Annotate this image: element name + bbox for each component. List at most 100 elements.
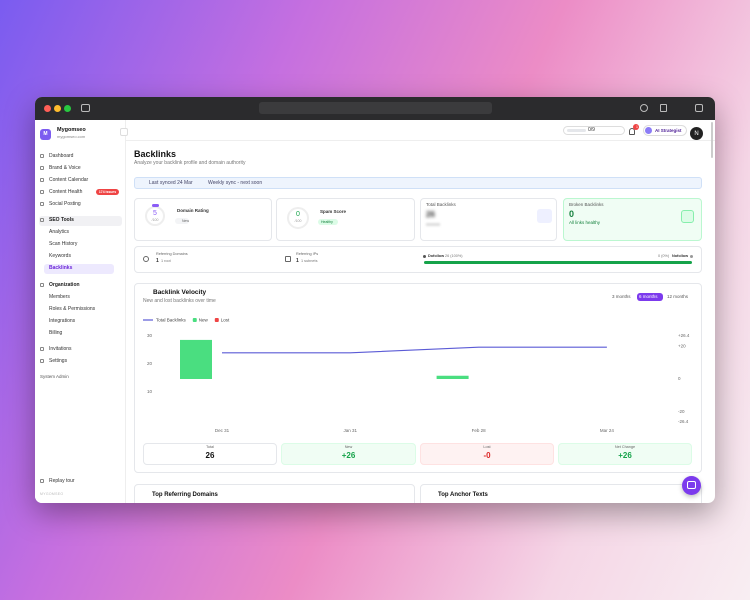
stat-scale: /100 (294, 219, 302, 223)
y-tick-label: 20 (147, 361, 153, 366)
nav-item[interactable]: Content Calendar (49, 177, 89, 183)
minimize-button[interactable] (54, 105, 61, 112)
broken-backlinks-card (563, 198, 702, 241)
link-label: Referring Domains (156, 252, 188, 256)
nav-item[interactable]: Integrations (49, 318, 76, 324)
nav-item[interactable]: Settings (49, 358, 68, 364)
bar (436, 375, 469, 379)
legend-dot (423, 255, 426, 258)
nav-item[interactable]: Dashboard (49, 153, 74, 159)
badge-bg (318, 219, 338, 225)
sync-schedule: Weekly sync - next soon (208, 180, 263, 186)
legend-label: New (199, 318, 209, 323)
chat-icon (687, 481, 696, 489)
legend-swatch (214, 318, 219, 322)
dofollow-label: Dofollow (428, 253, 445, 258)
nav-item[interactable]: Invitations (49, 346, 72, 352)
sidebar-footer: MYGOMSEO (40, 492, 64, 496)
replay-tour[interactable]: Replay tour (49, 478, 75, 484)
user-avatar[interactable] (690, 127, 703, 140)
summary-box (281, 443, 416, 465)
stat-label: Total Backlinks (426, 202, 456, 207)
nav-item[interactable]: Content Health (49, 189, 83, 195)
share-button[interactable] (660, 104, 667, 112)
x-tick-label: Mar 24 (600, 428, 615, 433)
progress-track (567, 129, 586, 132)
stat-value: 0 (296, 211, 300, 218)
maximize-button[interactable] (64, 105, 71, 112)
nav-item[interactable]: Roles & Permissions (49, 306, 96, 312)
nav-item[interactable]: Brand & Voice (49, 165, 81, 171)
topbar-divider (126, 140, 715, 141)
nav-item[interactable]: Analytics (49, 229, 70, 235)
stat-scale: /100 (151, 218, 159, 222)
total-backlinks-card (420, 198, 557, 241)
download-button[interactable] (640, 104, 648, 112)
brand-initial: M (43, 131, 48, 137)
issues-badge-text: 174 issues (98, 189, 117, 194)
chat-button[interactable] (682, 476, 701, 495)
nav-icon (40, 479, 44, 483)
line-series (222, 346, 607, 354)
stat-badge: Healthy (321, 219, 333, 224)
notification-badge (633, 124, 639, 130)
period-button[interactable]: 3 months (612, 294, 631, 299)
dofollow-value: 26 (100%) (445, 253, 463, 258)
y2-tick-label: -20 (678, 409, 685, 414)
chart-title: Backlink Velocity (153, 289, 207, 296)
link-profile-card (134, 246, 702, 273)
page-title: Backlinks (134, 149, 177, 159)
nav-item[interactable]: Backlinks (49, 265, 73, 271)
velocity-chart: 10 20 30 +26.4 +20 0 -20 -26.4 Dec 31 Jan 31 Feb 2… (143, 318, 690, 433)
section-header-bg (39, 216, 122, 226)
ai-strategist-button[interactable] (643, 125, 687, 136)
nav-icon (40, 154, 44, 158)
nav-icon (40, 178, 44, 182)
link-label: Referring IPs (296, 252, 319, 256)
notification-count: 1 (636, 124, 638, 129)
legend-label: Lost (221, 318, 230, 323)
scrollbar (711, 122, 713, 158)
link-value: 1 (296, 258, 299, 264)
nav-icon (40, 190, 44, 194)
nav-item[interactable]: Scan History (49, 241, 78, 247)
browser-window: 10 20 30 +26.4 +20 0 -20 -26.4 Dec 31 Jan 31 Feb 2… (35, 97, 715, 503)
stat-label: Broken Backlinks (569, 202, 604, 207)
summary-value: 26 (205, 451, 215, 460)
close-button[interactable] (44, 105, 51, 112)
stat-badge: New (182, 218, 190, 223)
nav-icon (40, 202, 44, 206)
card-title: Top Referring Domains (152, 492, 218, 498)
legend-swatch (192, 318, 197, 322)
stat-label: Spam Score (320, 209, 347, 214)
collapse-button[interactable] (120, 128, 128, 136)
stat-label: Domain Rating (177, 208, 209, 213)
nav-item[interactable]: System Admin (40, 374, 69, 379)
summary-label: Net Change (614, 445, 636, 449)
period-button[interactable]: 12 months (667, 294, 689, 299)
sync-status: Last synced 24 Mar (149, 180, 193, 186)
period-button[interactable]: 6 months (639, 294, 658, 299)
domain-rating-gauge (145, 206, 165, 226)
legend-dot (690, 255, 693, 258)
brand-avatar (40, 129, 51, 140)
server-icon (285, 256, 291, 262)
progress-pill[interactable] (563, 126, 625, 135)
nav-item[interactable]: Members (49, 294, 70, 300)
ai-strategist-label: AI Strategist (655, 127, 682, 133)
sidebar-toggle[interactable] (81, 104, 90, 112)
x-tick-label: Dec 31 (215, 428, 230, 433)
summary-label: Lost (483, 445, 491, 449)
nav-section[interactable]: SEO Tools (49, 217, 74, 223)
nav-section[interactable]: Organization (49, 282, 80, 288)
nav-item[interactable]: Billing (49, 330, 63, 336)
nav-item[interactable]: Social Posting (49, 201, 81, 207)
bell-icon[interactable] (629, 128, 635, 135)
brand-domain: mygomseo.com (57, 134, 86, 139)
referring-domains-card (134, 484, 415, 503)
tabs-button[interactable] (695, 104, 703, 112)
address-bar[interactable] (259, 102, 492, 114)
nav-item[interactable]: Keywords (49, 253, 71, 259)
badge-bg (175, 218, 189, 224)
